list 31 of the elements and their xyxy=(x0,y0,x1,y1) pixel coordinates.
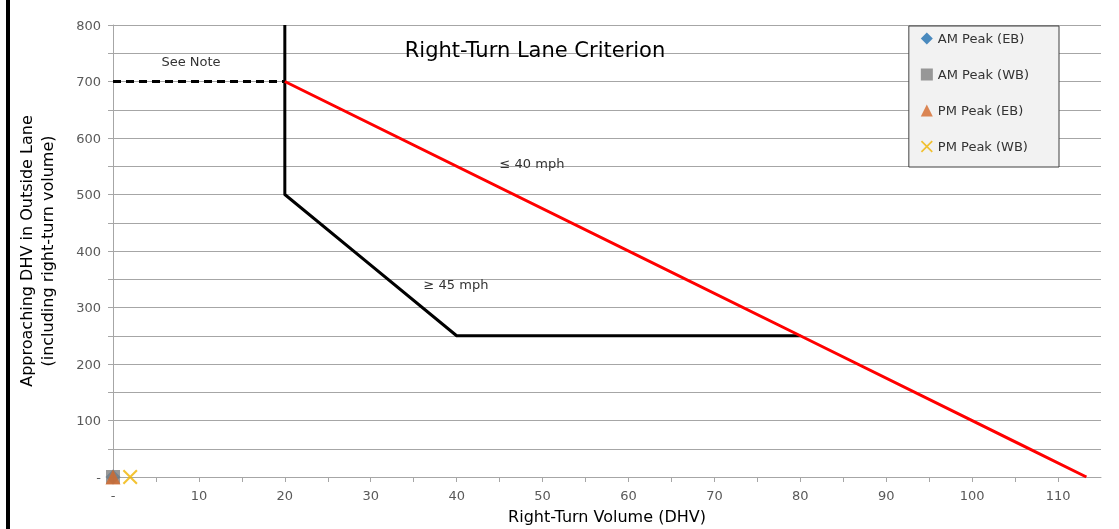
x-tick-label: 30 xyxy=(362,488,380,503)
annotation: ≥ 45 mph xyxy=(423,276,489,292)
x-tick-label: 90 xyxy=(877,488,895,503)
x-tick-label: 110 xyxy=(1045,488,1071,503)
x-tick-label: 70 xyxy=(706,488,723,503)
y-axis-title: Approaching DHV in Outside Lane (including right-turn volume) xyxy=(17,115,57,387)
legend-label: AM Peak (WB) xyxy=(937,67,1030,82)
y-tick-label: 300 xyxy=(76,300,101,315)
x-tick-label: 60 xyxy=(620,488,637,503)
y-tick-label: - xyxy=(96,469,102,485)
y-tick-label: 800 xyxy=(76,17,101,33)
x-tick-label: 100 xyxy=(959,488,985,503)
x-tick-label: 10 xyxy=(190,488,208,503)
legend-label: AM Peak (EB) xyxy=(937,31,1025,46)
y-tick-label: 700 xyxy=(76,74,101,89)
legend-label: PM Peak (EB) xyxy=(937,103,1024,118)
x-tick-label: - xyxy=(110,488,116,503)
annotation: See Note xyxy=(161,53,221,69)
y-tick-label: 100 xyxy=(76,413,101,428)
x-tick-label: 20 xyxy=(276,488,294,503)
y-tick-label: 400 xyxy=(76,243,101,259)
y-tick-label: 500 xyxy=(76,187,101,202)
x-tick-label: 80 xyxy=(792,488,809,503)
annotation: ≤ 40 mph xyxy=(499,155,565,171)
x-tick-label: 40 xyxy=(448,488,465,503)
legend-label: PM Peak (WB) xyxy=(937,139,1028,154)
x-axis-title: Right-Turn Volume (DHV) xyxy=(508,506,706,526)
y-tick-label: 200 xyxy=(76,356,101,372)
x-tick-label: 50 xyxy=(534,488,551,503)
text: Right-Turn Lane Criterion xyxy=(404,37,666,62)
y-tick-label: 600 xyxy=(76,130,101,146)
